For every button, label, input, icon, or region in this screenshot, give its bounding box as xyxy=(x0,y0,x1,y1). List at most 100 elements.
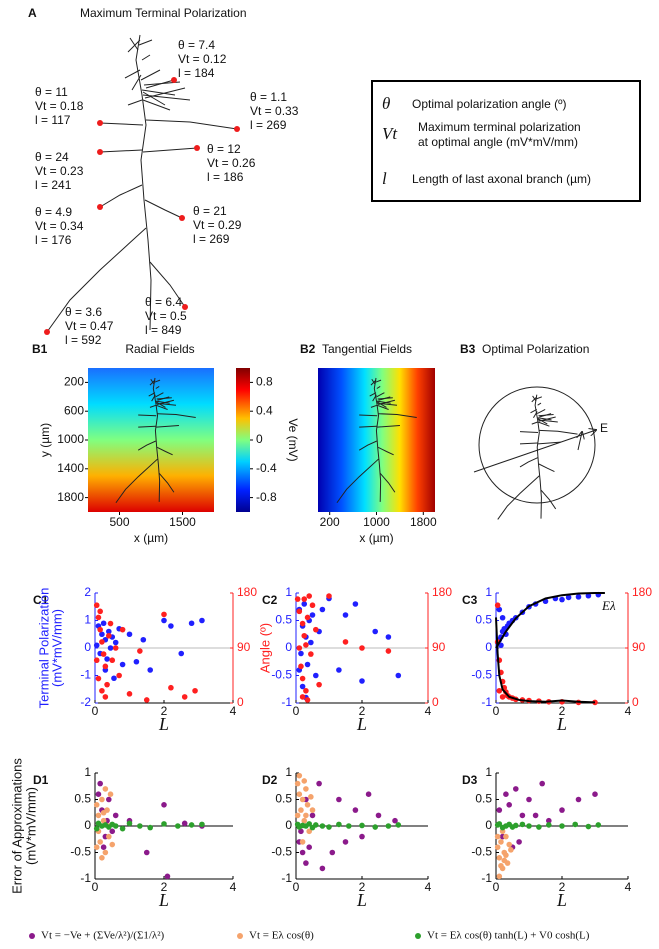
x-tick-label: 2 xyxy=(359,880,366,894)
point xyxy=(306,593,313,599)
x-tick-label: 0 xyxy=(92,704,99,718)
x-tick-label: 1800 xyxy=(410,515,437,529)
annotation: Vt = 0.29 xyxy=(193,218,242,232)
point xyxy=(304,661,311,668)
point xyxy=(559,823,565,829)
y-tick-label: 1 xyxy=(485,585,492,599)
key-text: Maximum terminal polarization xyxy=(418,120,581,134)
point xyxy=(161,611,167,618)
point xyxy=(546,822,552,828)
arrow-label: E xyxy=(600,421,608,435)
point xyxy=(296,772,303,779)
point xyxy=(503,791,509,797)
point xyxy=(498,862,504,869)
x-tick-label: 0 xyxy=(293,880,300,894)
panel-label: A xyxy=(28,6,37,20)
field-circle xyxy=(478,386,596,504)
point xyxy=(301,778,308,784)
colorbar-label: Ve (mV) xyxy=(286,418,300,461)
colorbar-tick-label: 0.4 xyxy=(256,403,273,417)
point xyxy=(342,839,349,845)
point xyxy=(199,821,205,828)
colorbar-tick-label: 0 xyxy=(256,432,263,446)
x-tick-label: 0 xyxy=(493,880,500,894)
x-tick-label: 4 xyxy=(625,880,632,894)
point xyxy=(329,849,336,856)
annotation: Vt = 0.18 xyxy=(35,99,84,113)
point xyxy=(304,614,311,621)
y-axis-label: (mV*mV/mm) xyxy=(23,787,38,865)
x-axis-label: L xyxy=(158,714,169,734)
point xyxy=(595,822,602,828)
annotation: θ = 4.9 xyxy=(35,205,72,219)
annotation: θ = 11 xyxy=(35,85,68,99)
point xyxy=(326,593,332,599)
point xyxy=(97,839,103,845)
point xyxy=(106,628,112,635)
point xyxy=(303,687,309,694)
legend-label: Vt = −Ve + (ΣVe/λ²)/(Σ1/λ²) xyxy=(41,930,165,942)
x-tick-label: 500 xyxy=(109,515,129,529)
y-tick-label: -2 xyxy=(80,695,91,709)
point xyxy=(298,807,304,813)
point xyxy=(111,675,117,682)
neuron xyxy=(497,394,578,520)
point xyxy=(140,636,147,643)
y-tick-label: -1 xyxy=(481,695,492,709)
point xyxy=(508,847,514,853)
point xyxy=(93,825,100,832)
point xyxy=(137,648,143,654)
annotation: Eλ xyxy=(601,598,616,613)
point xyxy=(100,809,107,816)
legend-swatch xyxy=(415,933,421,939)
x-tick-label: 1500 xyxy=(169,515,196,529)
y-tick-label: 0 xyxy=(485,818,492,832)
point xyxy=(161,821,167,827)
point xyxy=(116,672,122,679)
point xyxy=(93,657,100,664)
point xyxy=(536,824,542,830)
y-tick-label: 0 xyxy=(485,640,492,654)
point xyxy=(375,812,382,819)
x-tick-label: 2 xyxy=(161,880,168,894)
point xyxy=(294,812,301,819)
x-tick-label: 4 xyxy=(625,704,632,718)
key-box xyxy=(371,80,641,202)
polarization-arrow xyxy=(578,432,582,451)
colorbar-tick-label: -0.4 xyxy=(256,461,277,475)
y2-tick-label: 0 xyxy=(432,695,439,709)
annotation: Vt = 0.5 xyxy=(145,309,187,323)
y-tick-label: -0.5 xyxy=(471,845,492,859)
point xyxy=(336,796,342,803)
y2-tick-label: 180 xyxy=(432,585,452,599)
y-tick-label: 0.5 xyxy=(275,613,292,627)
point xyxy=(299,675,306,682)
x-tick-label: 4 xyxy=(230,880,237,894)
point xyxy=(501,857,508,864)
x-axis-label: L xyxy=(556,714,567,734)
point xyxy=(304,802,311,808)
y-tick-label: -1 xyxy=(80,668,91,682)
point xyxy=(294,596,301,602)
y-tick-label: 0.5 xyxy=(74,792,91,806)
point xyxy=(342,639,349,645)
point xyxy=(298,663,304,670)
annotation: Vt = 0.23 xyxy=(35,164,84,178)
point xyxy=(499,614,506,621)
panel-title: Maximum Terminal Polarization xyxy=(80,6,247,20)
point xyxy=(539,780,545,787)
y-tick-label: -0.5 xyxy=(271,668,292,682)
point xyxy=(97,626,103,633)
point xyxy=(112,812,119,819)
point xyxy=(296,791,303,797)
point xyxy=(109,657,116,664)
point xyxy=(319,823,326,829)
point xyxy=(532,812,539,819)
point xyxy=(112,645,119,651)
x-tick-label: 0 xyxy=(293,704,300,718)
point xyxy=(299,694,306,700)
x-axis-label: L xyxy=(356,890,367,910)
annotation: l = 269 xyxy=(193,232,230,246)
y-tick-label: -1 xyxy=(281,695,292,709)
